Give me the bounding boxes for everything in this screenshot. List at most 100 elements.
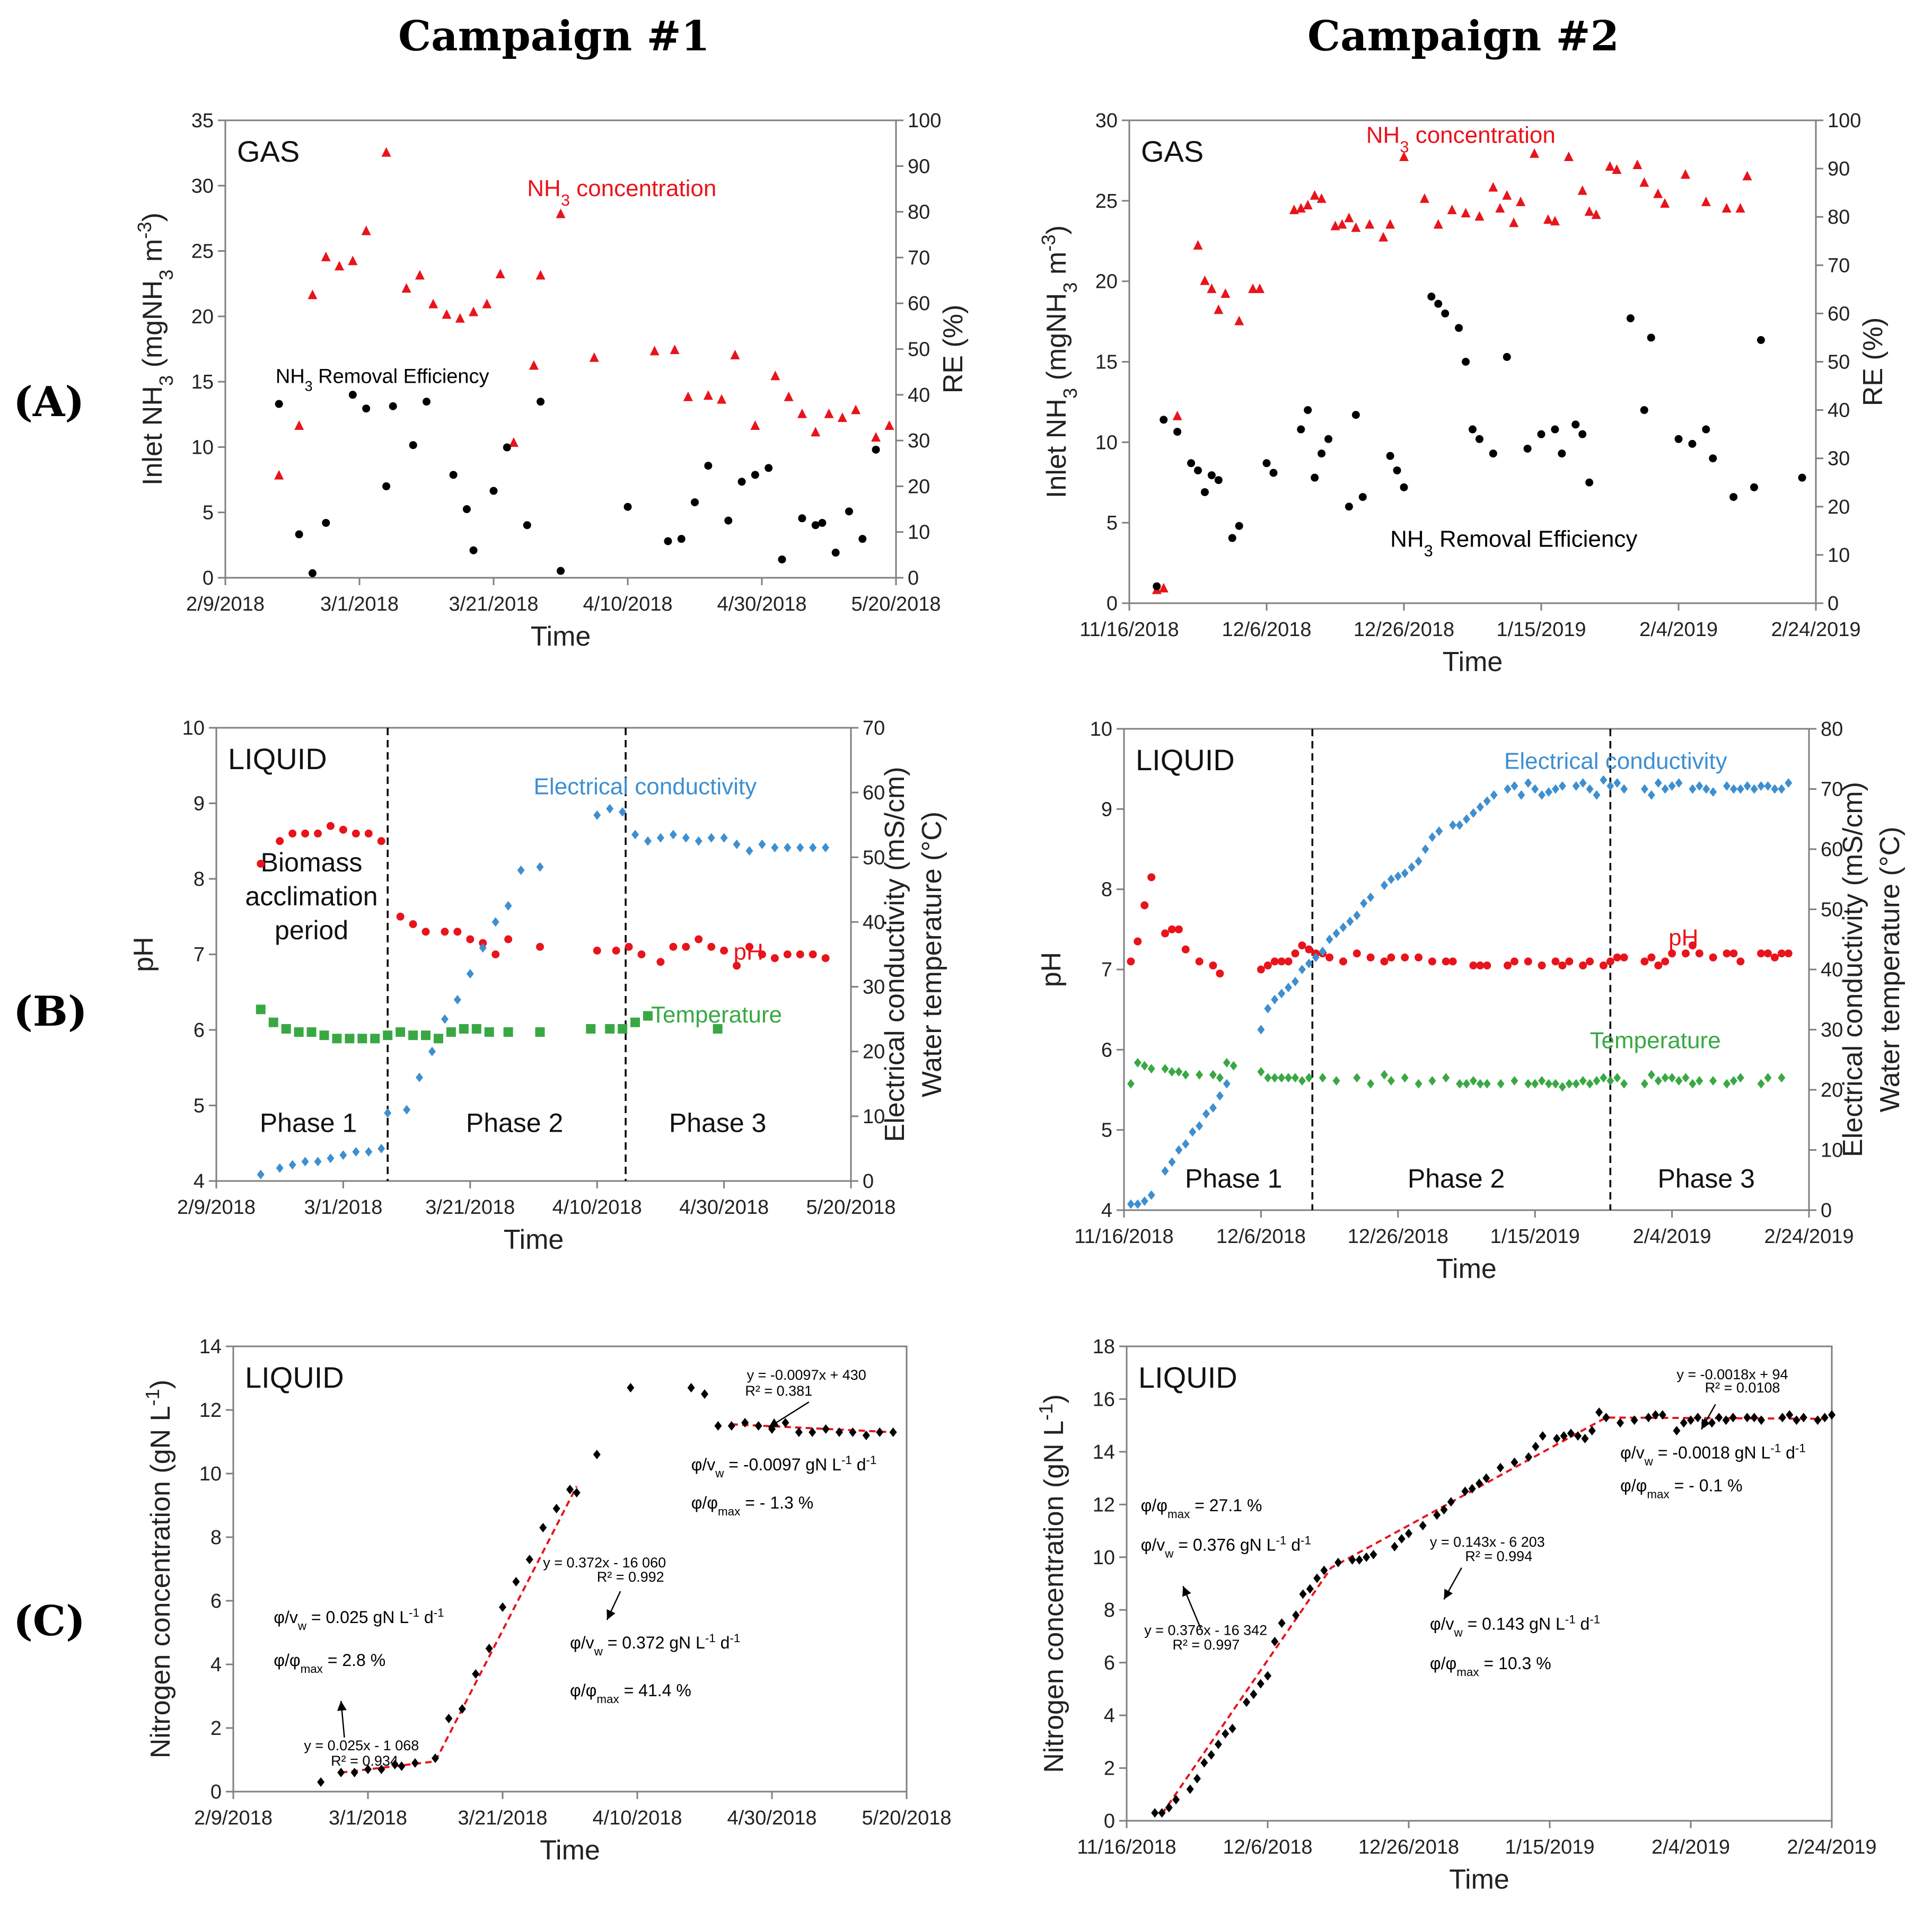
data-point (1620, 784, 1628, 794)
x-tick-label: 3/21/2018 (458, 1807, 547, 1829)
data-point (1612, 164, 1622, 174)
data-point (409, 441, 417, 449)
data-point (1579, 778, 1587, 788)
y2-tick-label: 30 (863, 976, 885, 999)
data-point (1632, 160, 1643, 170)
data-point (1489, 449, 1497, 458)
data-point (1401, 953, 1409, 962)
data-point (1415, 1079, 1422, 1089)
data-point (1531, 1079, 1539, 1089)
data-point (1194, 466, 1202, 474)
data-point (1334, 1557, 1342, 1567)
data-point (1723, 781, 1731, 791)
data-point (1585, 478, 1594, 487)
y2-tick-label: 50 (1821, 899, 1843, 921)
data-point (606, 804, 614, 814)
data-point (281, 1024, 291, 1034)
data-point (1306, 1584, 1314, 1594)
data-point (1799, 1413, 1807, 1423)
data-point (1735, 203, 1745, 213)
data-point (758, 950, 766, 958)
data-point (1257, 1679, 1264, 1689)
data-point (383, 1030, 393, 1041)
row-label-a: (A) (13, 378, 84, 426)
data-point (1482, 1473, 1490, 1483)
x-tick-label: 12/26/2018 (1348, 1226, 1448, 1248)
data-point (391, 1760, 399, 1769)
data-point (1230, 1061, 1237, 1071)
data-point (1680, 1418, 1688, 1428)
data-point (1298, 941, 1306, 950)
data-point (1654, 778, 1662, 788)
y-axis-label: pH (1036, 952, 1067, 987)
y2-tick-label: 10 (1821, 1140, 1843, 1162)
data-point (669, 830, 677, 840)
y-tick-label: 0 (210, 1781, 222, 1803)
data-point (1661, 957, 1670, 966)
data-point (1613, 953, 1621, 962)
data-point (1757, 336, 1765, 345)
data-point (1537, 430, 1545, 438)
data-point (301, 1157, 309, 1167)
data-point (630, 1017, 640, 1027)
data-point (1658, 1410, 1666, 1420)
y2-tick-label: 50 (863, 847, 885, 869)
data-point (442, 309, 452, 319)
data-point (317, 1777, 325, 1787)
panel-label: GAS (237, 135, 300, 168)
data-point (1496, 1462, 1504, 1473)
data-point (1630, 1415, 1638, 1425)
data-point (377, 1765, 385, 1774)
y-tick-label: 10 (199, 1463, 222, 1485)
data-point (1785, 778, 1793, 788)
data-point (428, 1046, 436, 1056)
data-point (1264, 1671, 1271, 1681)
data-point (1277, 957, 1286, 966)
data-point (1551, 957, 1560, 966)
data-point (643, 1011, 653, 1021)
y-tick-label: 14 (199, 1336, 222, 1358)
data-point (1763, 949, 1772, 958)
data-point (409, 920, 417, 928)
data-point (1175, 1145, 1183, 1155)
data-point (851, 404, 861, 415)
y2-tick-label: 80 (1821, 718, 1843, 740)
data-point (1269, 469, 1278, 477)
data-point (1250, 1689, 1258, 1699)
data-point (1620, 953, 1628, 962)
data-point (257, 860, 265, 868)
data-point (1387, 874, 1395, 884)
x-tick-label: 1/15/2019 (1490, 1226, 1580, 1248)
y-tick-label: 7 (194, 944, 205, 966)
data-point (552, 1504, 560, 1513)
data-point (421, 1030, 431, 1041)
y2-tick-label: 10 (863, 1106, 885, 1128)
data-point (1151, 1808, 1159, 1818)
data-point (301, 830, 310, 838)
data-point (441, 928, 449, 936)
y-tick-label: 25 (1095, 190, 1118, 213)
data-point (1722, 203, 1732, 213)
data-point (1483, 961, 1491, 969)
data-point (1591, 209, 1601, 219)
phase-label: Phase 2 (466, 1108, 563, 1138)
data-point (1433, 1510, 1441, 1520)
data-point (1209, 961, 1217, 969)
data-point (824, 408, 834, 418)
y2-tick-label: 80 (908, 201, 930, 224)
x-tick-label: 3/1/2018 (329, 1807, 407, 1829)
y-tick-label: 2 (1104, 1758, 1115, 1780)
data-point (1366, 953, 1375, 962)
data-point (377, 1143, 385, 1153)
data-point (889, 1427, 897, 1437)
y-tick-label: 4 (210, 1654, 222, 1676)
data-point (1291, 949, 1299, 958)
data-point (1543, 214, 1553, 224)
data-point (1709, 787, 1717, 797)
data-point (809, 842, 817, 852)
data-point (1702, 425, 1710, 434)
data-point (1255, 283, 1265, 293)
data-point (1483, 796, 1491, 806)
data-point (783, 950, 792, 958)
data-point (432, 1753, 439, 1763)
